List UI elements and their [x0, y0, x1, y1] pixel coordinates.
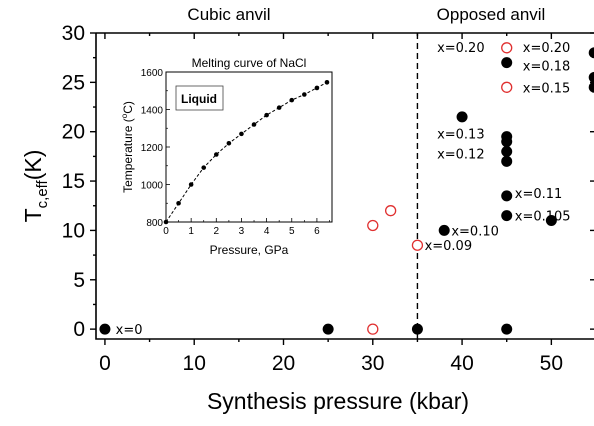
point-annotation: x=0.09 [425, 239, 473, 254]
inset-data-point [214, 152, 219, 157]
inset-x-tick-label: 5 [289, 226, 295, 237]
y-tick-label: 0 [73, 318, 85, 341]
main-plot-frame [95, 32, 594, 340]
inset-data-point [251, 122, 257, 127]
y-axis-title-sub: c,eff [34, 179, 51, 208]
x-tick-label: 20 [272, 352, 295, 375]
inset-data-point [226, 140, 232, 146]
x-tick-label: 0 [99, 352, 111, 375]
x-axis-title: Synthesis pressure (kbar) [207, 388, 469, 414]
x-tick-label: 10 [183, 352, 206, 375]
inset-x-tick-label: 2 [214, 226, 220, 237]
region-label-cubic: Cubic anvil [187, 5, 270, 24]
inset-x-tick-label: 6 [314, 226, 320, 237]
point-annotation: x=0.20 [523, 41, 571, 56]
region-label-opposed: Opposed anvil [437, 5, 546, 24]
inset-data-point [201, 165, 207, 170]
inset-y-tick-label: 1600 [141, 68, 164, 79]
y-axis-title-main: T [20, 208, 46, 222]
point-annotation: x=0.13 [437, 128, 485, 143]
point-annotation: x=0 [116, 323, 143, 338]
data-point-filled [588, 81, 594, 93]
inset-melting-curve [163, 80, 330, 225]
inset-x-axis-title: Pressure, GPa [210, 243, 289, 257]
data-point-filled [545, 215, 557, 227]
point-annotation: x=0.11 [515, 187, 563, 202]
x-tick-label: 50 [540, 352, 563, 375]
x-tick-label: 30 [361, 352, 384, 375]
y-axis-title-unit: (K) [20, 150, 46, 181]
inset-data-point [276, 105, 282, 110]
point-annotation: x=0.10 [451, 224, 499, 239]
point-annotation: x=0.105 [515, 210, 571, 225]
data-point-open [367, 219, 379, 232]
data-point-filled [588, 71, 594, 83]
data-point-filled [438, 224, 450, 236]
data-point-filled [501, 145, 513, 157]
inset-y-tick-label: 1400 [141, 106, 164, 117]
data-point-filled [501, 136, 513, 148]
svg-text:Temperature (oC): Temperature (oC) [120, 101, 135, 193]
inset-x-tick-label: 4 [264, 226, 270, 237]
inset-x-tick-label: 0 [163, 226, 169, 237]
x-tick-label: 40 [450, 352, 473, 375]
data-point-filled [501, 155, 513, 167]
data-point-filled [501, 210, 513, 222]
inset-data-point [302, 92, 307, 97]
inset-x-tick-label: 1 [188, 226, 194, 237]
data-point-open [501, 81, 513, 93]
inset-title: Melting curve of NaCl [192, 56, 307, 70]
data-point-filled [322, 323, 334, 335]
svg-text:Tc,eff(K): Tc,eff(K) [20, 150, 51, 223]
inset-y-tick-label: 800 [146, 218, 163, 229]
inset-y-axis-title: Temperature (oC) [120, 101, 135, 193]
inset-y-title-degree: o [120, 113, 129, 118]
inset-y-tick-label: 1200 [141, 143, 164, 154]
inset-legend-box: Liquid [175, 85, 224, 111]
point-annotation: x=0.18 [523, 60, 571, 75]
data-point-open [367, 323, 379, 335]
point-annotation: x=0.15 [523, 81, 571, 96]
inset-data-point [188, 182, 194, 187]
inset-liquid-label: Liquid [181, 92, 217, 106]
data-point-filled [411, 323, 423, 335]
point-annotation: x=0.20 [437, 41, 485, 56]
y-tick-label: 10 [62, 219, 85, 242]
y-tick-label: 25 [62, 71, 85, 94]
inset-chart: Melting curve of NaCl 0 1 2 3 4 5 6 800 1000 1200… [120, 52, 340, 257]
inset-data-point [289, 97, 295, 103]
data-point-filled [501, 57, 513, 69]
data-point-filled [588, 47, 594, 59]
inset-y-title-part-1: Temperature ( [121, 118, 135, 193]
inset-y-tick-label: 1000 [141, 181, 164, 192]
inset-data-point [264, 112, 269, 118]
data-point-open [411, 239, 424, 251]
inset-y-title-part-2: C) [121, 101, 135, 114]
data-point-open [384, 205, 397, 217]
inset-data-point [239, 131, 244, 137]
data-point-open [501, 42, 513, 54]
data-point-filled [456, 111, 468, 123]
inset-axis-ticks: 0 1 2 3 4 5 6 800 1000 1200 1400 1600 [141, 68, 330, 237]
y-axis-title: Tc,eff(K) [20, 150, 51, 223]
inset-data-point [324, 80, 330, 85]
y-tick-label: 5 [73, 269, 85, 292]
data-point-filled [501, 323, 513, 335]
y-tick-label: 15 [62, 170, 85, 193]
inset-data-point [163, 219, 169, 225]
inset-data-point [176, 200, 181, 206]
data-point-filled [99, 323, 111, 335]
data-point-filled [501, 190, 513, 202]
y-tick-label: 20 [62, 121, 85, 144]
data-points [99, 42, 594, 335]
annotations: x=0 x=0.09x=0.10 x=0.105 x=0.11 x=0.12 x=0.13… [116, 41, 571, 338]
point-annotation: x=0.12 [437, 147, 485, 162]
inset-x-tick-label: 3 [239, 226, 245, 237]
inset-data-point [314, 85, 320, 91]
y-tick-label: 30 [62, 22, 85, 45]
